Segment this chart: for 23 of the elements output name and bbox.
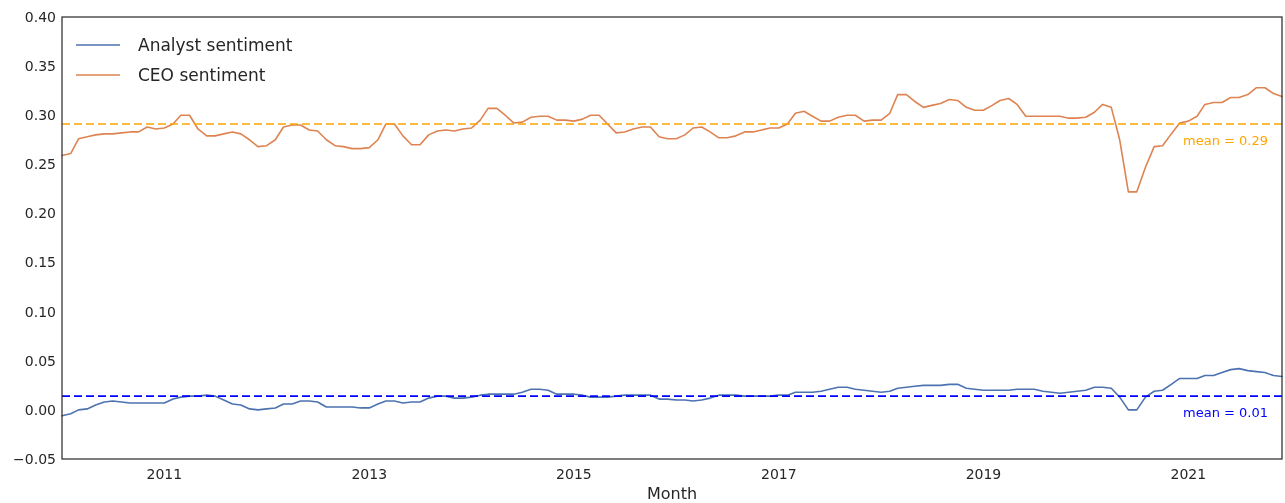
- legend-label: Analyst sentiment: [138, 34, 293, 55]
- y-tick-label: 0.10: [24, 303, 56, 320]
- y-tick-label: 0.20: [24, 205, 56, 222]
- y-tick-label: −0.05: [13, 450, 56, 467]
- y-tick-label: 0.30: [24, 107, 56, 124]
- x-tick-label: 2021: [1170, 466, 1207, 482]
- y-tick-label: 0.00: [24, 401, 56, 418]
- y-tick-label: 0.05: [24, 352, 56, 369]
- legend-label: CEO sentiment: [138, 64, 266, 85]
- ref-line-label: mean = 0.29: [1183, 133, 1268, 149]
- y-tick-label: 0.15: [24, 254, 56, 271]
- x-tick-label: 2013: [351, 466, 388, 482]
- line-series: [61, 367, 1283, 417]
- ref-line-label: mean = 0.01: [1183, 405, 1268, 421]
- x-tick-label: 2017: [760, 466, 797, 482]
- y-tick-label: 0.35: [24, 58, 56, 75]
- line-series: [61, 86, 1283, 193]
- y-tick-label: 0.25: [24, 156, 56, 173]
- y-tick-label: 0.40: [24, 8, 56, 25]
- x-tick-label: 2015: [556, 466, 592, 482]
- x-axis-title: Month: [646, 484, 698, 503]
- x-tick-label: 2011: [146, 466, 183, 482]
- x-tick-label: 2019: [965, 466, 1002, 482]
